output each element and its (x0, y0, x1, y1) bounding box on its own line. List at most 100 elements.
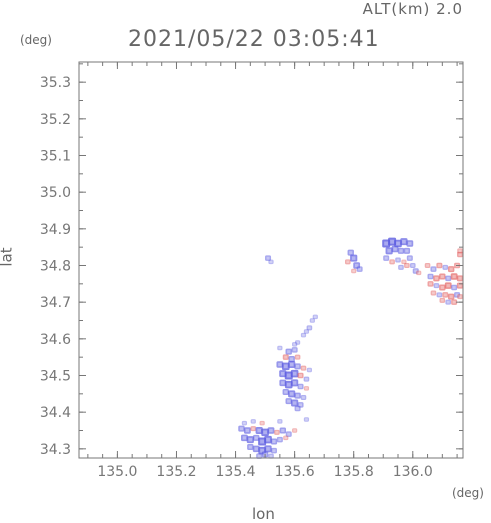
echo-cell-negative (294, 392, 301, 399)
echo-cell-highlight (449, 267, 453, 271)
echo-cell-highlight (449, 295, 453, 299)
x-tick-label: 135.8 (334, 464, 374, 480)
echo-cell-negative (282, 389, 289, 395)
plot-frame (78, 61, 464, 459)
y-tick-label: 35.1 (40, 149, 71, 165)
echo-cell-highlight (260, 448, 265, 453)
echo-cell-highlight (458, 284, 462, 288)
echo-cell-highlight (284, 436, 288, 439)
echo-cell-highlight (293, 429, 296, 432)
echo-cell-highlight (399, 266, 403, 269)
echo-cell-highlight (260, 422, 264, 425)
echo-cell-negative (250, 419, 256, 424)
echo-cell-negative (406, 255, 413, 261)
chart-title: 2021/05/22 03:05:41 (128, 27, 380, 52)
echo-cell-negative (279, 427, 287, 434)
echo-cell-negative (395, 257, 401, 263)
y-tick-label: 34.8 (40, 259, 71, 275)
echo-cell-highlight (289, 362, 294, 367)
echo-cell-positive (303, 386, 310, 391)
echo-cell-highlight (293, 348, 297, 352)
echo-cell-negative (445, 275, 452, 282)
echo-cell-negative (350, 254, 358, 262)
echo-cell-highlight (393, 247, 397, 251)
echo-cell-highlight (257, 428, 261, 433)
echo-cell-highlight (354, 263, 359, 268)
echo-cell-highlight (283, 364, 288, 369)
echo-cell-negative (406, 240, 414, 247)
echo-cell-highlight (286, 373, 291, 378)
y-tick-label: 34.3 (40, 442, 71, 458)
echo-cell-highlight (266, 447, 270, 451)
echo-cell-highlight (284, 355, 288, 359)
echo-cell-negative (281, 362, 290, 371)
x-axis-ticks: 135.0 135.2 135.4 135.6 135.8 136.0 (87, 62, 458, 480)
echo-cell-positive (457, 248, 463, 254)
echo-cell-highlight (281, 371, 285, 376)
echo-cell-highlight (452, 286, 456, 289)
x-tick-label: 135.2 (156, 464, 196, 480)
echo-cell-negative (383, 255, 390, 261)
echo-cell-positive (456, 275, 464, 282)
echo-cell-highlight (272, 449, 276, 453)
x-tick-label: 135.4 (216, 464, 256, 480)
echo-cell-negative (454, 292, 461, 298)
y-axis-ticks: 34.3 34.4 34.5 34.6 34.7 34.8 34.9 35.0 35.1 35.2… (40, 63, 463, 458)
echo-cell-negative (291, 399, 299, 407)
echo-cell-positive (283, 435, 289, 441)
echo-cell-highlight (293, 343, 296, 346)
echo-cell-positive (389, 259, 395, 265)
echo-cell-highlight (408, 241, 412, 246)
echo-cell-highlight (440, 275, 444, 278)
echo-cell-highlight (266, 256, 270, 260)
echo-cell-negative (394, 239, 402, 248)
echo-cell-negative (238, 425, 245, 432)
echo-cell-highlight (278, 438, 282, 442)
echo-cell-positive (442, 292, 449, 298)
echo-cell-positive (401, 259, 407, 265)
echo-cell-highlight (278, 420, 282, 423)
echo-cell-negative (290, 369, 299, 378)
echo-cell-highlight (440, 286, 444, 289)
x-axis-label: lon (252, 505, 275, 523)
echo-cell-negative (292, 342, 298, 347)
echo-cell-negative (268, 453, 274, 459)
echo-cell-positive (351, 268, 357, 274)
echo-cell-highlight (305, 418, 308, 421)
y-tick-label: 35.0 (40, 185, 71, 201)
echo-cell-negative (430, 266, 437, 272)
echo-cell-positive (451, 299, 458, 305)
echo-cell-highlight (452, 300, 456, 304)
echo-cell-highlight (248, 445, 252, 449)
echo-cell-negative (288, 361, 296, 368)
y-tick-label: 35.3 (40, 75, 71, 91)
echo-cell-highlight (417, 271, 420, 274)
echo-cell-highlight (239, 427, 244, 431)
echo-cell-negative (252, 445, 260, 453)
echo-cell-negative (277, 419, 283, 424)
echo-cell-negative (356, 266, 363, 272)
echo-cell-highlight (269, 260, 273, 263)
echo-cell-negative (442, 264, 449, 270)
echo-cell-negative (436, 292, 443, 298)
echo-cell-negative (241, 420, 248, 426)
echo-cell-highlight (243, 422, 246, 425)
echo-cell-highlight (296, 355, 299, 359)
echo-cell-negative (291, 379, 299, 387)
echo-cell-negative (279, 370, 287, 378)
echo-cell-highlight (440, 299, 444, 302)
echo-cell-highlight (458, 253, 462, 256)
echo-cell-highlight (292, 401, 297, 405)
echo-cell-negative (306, 325, 313, 331)
echo-cell-negative (397, 247, 405, 254)
echo-cell-negative (284, 371, 293, 380)
echo-cell-highlight (352, 269, 356, 273)
echo-cell-negative (261, 428, 269, 437)
echo-cell-negative (309, 318, 315, 323)
y-tick-label: 34.5 (40, 369, 71, 385)
y-tick-label: 34.7 (40, 295, 71, 311)
echo-cell-highlight (387, 249, 391, 253)
echo-cell-negative (347, 249, 354, 256)
echo-cell-highlight (308, 368, 311, 372)
echo-cell-negative (276, 436, 283, 443)
